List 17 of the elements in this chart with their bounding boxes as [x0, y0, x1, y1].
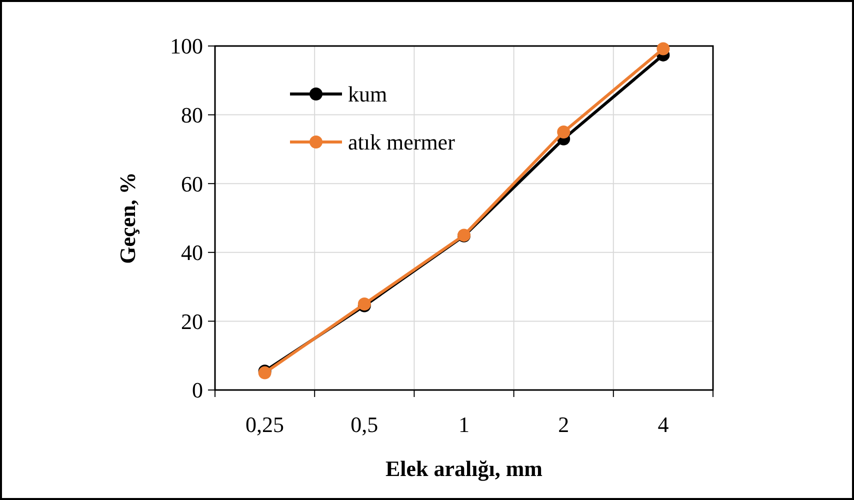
y-tick-label: 0	[192, 378, 203, 403]
x-tick-label: 2	[558, 412, 570, 437]
y-tick-label: 60	[181, 171, 203, 196]
legend-label: atık mermer	[348, 130, 456, 155]
y-tick-label: 40	[181, 240, 203, 266]
y-axis-title: Geçen, %	[115, 172, 140, 264]
y-tick-label: 20	[181, 308, 203, 334]
x-tick-label: 0,25	[246, 412, 284, 437]
x-axis-title: Elek aralığı, mm	[385, 456, 543, 481]
legend-label: kum	[348, 82, 388, 107]
y-tick-label: 80	[181, 102, 203, 128]
y-tick-label: 100	[170, 34, 203, 59]
x-tick-label: 4	[658, 412, 669, 437]
x-tick-label: 1	[458, 412, 470, 437]
x-tick-label: 0,5	[350, 412, 378, 437]
point	[656, 42, 670, 56]
point	[557, 126, 570, 138]
